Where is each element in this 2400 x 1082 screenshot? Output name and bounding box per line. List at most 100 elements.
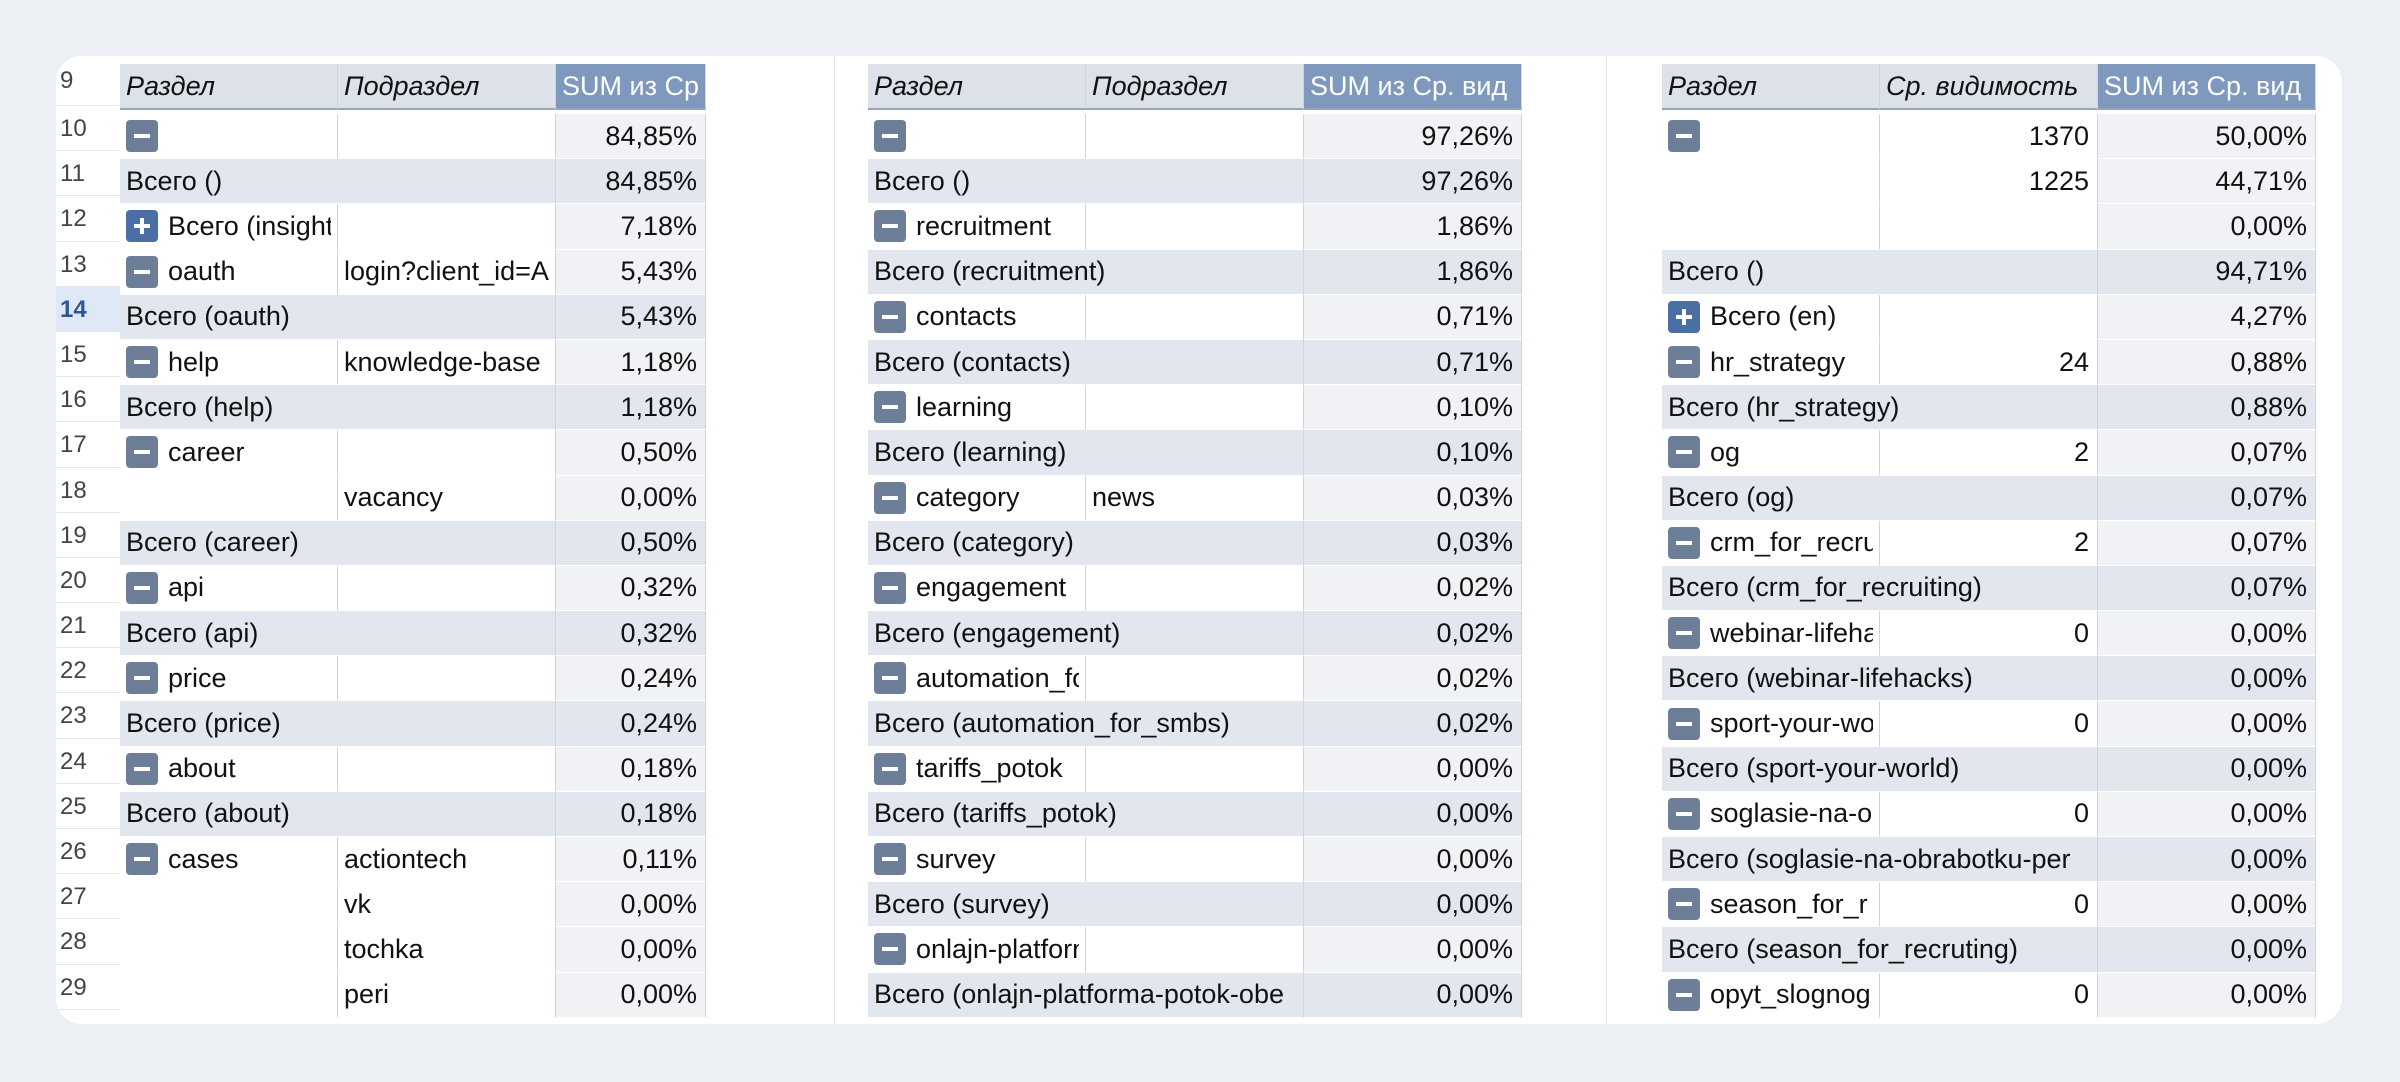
section-cell[interactable]: price [120, 656, 338, 702]
sum-cell[interactable]: 97,26% [1304, 114, 1522, 160]
collapse-icon[interactable] [126, 255, 158, 288]
expand-icon[interactable] [126, 210, 158, 243]
subsection-cell[interactable]: news [1086, 475, 1304, 521]
sum-cell[interactable]: 0,02% [1304, 611, 1522, 657]
collapse-icon[interactable] [1668, 436, 1700, 469]
section-cell[interactable]: Всего (og) [1662, 475, 1880, 521]
row-number[interactable]: 24 [56, 739, 120, 784]
sum-cell[interactable]: 0,32% [556, 611, 706, 657]
collapse-icon[interactable] [126, 120, 158, 153]
subsection-cell[interactable] [338, 611, 556, 657]
visibility-cell[interactable]: 2 [1880, 430, 2098, 476]
sum-cell[interactable]: 0,00% [2098, 882, 2316, 928]
collapse-icon[interactable] [126, 752, 158, 785]
row-number[interactable]: 20 [56, 558, 120, 604]
subsection-cell[interactable] [338, 656, 556, 702]
section-cell[interactable]: Всего (season_for_recruting) [1662, 927, 2018, 973]
collapse-icon[interactable] [1668, 797, 1700, 830]
sum-cell[interactable]: 50,00% [2098, 114, 2316, 160]
row-number[interactable]: 22 [56, 648, 120, 694]
expand-icon[interactable] [1668, 300, 1700, 333]
section-cell[interactable]: Всего () [1662, 249, 1880, 295]
sum-cell[interactable]: 0,11% [556, 837, 706, 883]
sum-cell[interactable]: 0,00% [2098, 927, 2316, 973]
collapse-icon[interactable] [874, 843, 906, 876]
section-cell[interactable]: sport-your-wo [1662, 701, 1880, 747]
sum-cell[interactable]: 0,00% [1304, 972, 1522, 1018]
sum-cell[interactable]: 0,71% [1304, 339, 1522, 386]
section-cell[interactable]: Всего () [868, 159, 1086, 205]
section-cell[interactable]: contacts [868, 294, 1086, 340]
subsection-cell[interactable] [338, 430, 556, 476]
section-cell[interactable]: engagement [868, 565, 1086, 612]
section-cell[interactable]: Всего (hr_strategy) [1662, 385, 1899, 431]
sum-cell[interactable]: 0,24% [556, 701, 706, 747]
section-cell[interactable]: opyt_slognog [1662, 972, 1880, 1018]
row-number[interactable]: 17 [56, 422, 120, 468]
section-cell[interactable]: oauth [120, 249, 338, 295]
collapse-icon[interactable] [874, 391, 906, 424]
header-sum[interactable]: SUM из Ср. вид [1304, 64, 1522, 110]
sum-cell[interactable]: 0,07% [2098, 430, 2316, 476]
visibility-cell[interactable] [1880, 249, 2098, 295]
header-section[interactable]: Раздел [120, 64, 338, 110]
sum-cell[interactable]: 1,86% [1304, 249, 1522, 295]
row-number[interactable]: 28 [56, 919, 120, 965]
subsection-cell[interactable] [338, 520, 556, 566]
subsection-cell[interactable] [1086, 701, 1304, 747]
visibility-cell[interactable] [1880, 656, 2098, 702]
row-number[interactable]: 11 [56, 151, 120, 197]
section-cell[interactable]: Всего (crm_for_recruiting) [1662, 565, 1982, 612]
sum-cell[interactable]: 0,88% [2098, 385, 2316, 431]
sum-cell[interactable]: 84,85% [556, 159, 706, 205]
section-cell[interactable]: Всего (contacts) [868, 339, 1086, 386]
sum-cell[interactable]: 0,71% [1304, 294, 1522, 340]
visibility-cell[interactable] [1880, 837, 2098, 883]
row-number[interactable]: 18 [56, 468, 120, 513]
subsection-cell[interactable] [1086, 927, 1304, 973]
section-cell[interactable]: soglasie-na-o [1662, 791, 1880, 837]
sum-cell[interactable]: 1,86% [1304, 204, 1522, 250]
sum-cell[interactable]: 0,32% [556, 565, 706, 612]
section-cell[interactable] [120, 927, 338, 973]
sum-cell[interactable]: 0,10% [1304, 385, 1522, 431]
section-cell[interactable]: onlajn-platforma-potok-obespe [868, 927, 1086, 973]
sum-cell[interactable]: 0,07% [2098, 520, 2316, 566]
sum-cell[interactable]: 0,50% [556, 520, 706, 566]
sum-cell[interactable]: 0,00% [556, 882, 706, 928]
collapse-icon[interactable] [1668, 617, 1700, 650]
subsection-cell[interactable] [1086, 249, 1304, 295]
section-cell[interactable]: Всего (automation_for_smbs) [868, 701, 1230, 747]
visibility-cell[interactable]: 0 [1880, 701, 2098, 747]
subsection-cell[interactable] [1086, 339, 1304, 386]
section-cell[interactable] [1662, 159, 1880, 205]
row-number[interactable]: 15 [56, 332, 120, 378]
collapse-icon[interactable] [126, 662, 158, 695]
section-cell[interactable]: Всего (about) [120, 791, 338, 837]
section-cell[interactable]: Всего (survey) [868, 882, 1086, 928]
collapse-icon[interactable] [126, 436, 158, 469]
subsection-cell[interactable] [338, 159, 556, 205]
sum-cell[interactable]: 0,00% [556, 972, 706, 1018]
row-number[interactable]: 9 [56, 56, 120, 106]
sum-cell[interactable]: 0,03% [1304, 475, 1522, 521]
visibility-cell[interactable]: 0 [1880, 791, 2098, 837]
subsection-cell[interactable] [1086, 746, 1304, 792]
visibility-cell[interactable] [1880, 475, 2098, 521]
row-number[interactable]: 26 [56, 829, 120, 875]
subsection-cell[interactable] [338, 294, 556, 340]
collapse-icon[interactable] [874, 571, 906, 604]
header-subsection[interactable]: Подраздел [338, 64, 556, 110]
row-number[interactable]: 25 [56, 784, 120, 829]
sum-cell[interactable]: 0,00% [2098, 746, 2316, 792]
subsection-cell[interactable]: vacancy [338, 475, 556, 521]
sum-cell[interactable]: 0,07% [2098, 565, 2316, 612]
section-cell[interactable]: Всего (tariffs_potok) [868, 791, 1117, 837]
sum-cell[interactable]: 0,00% [1304, 746, 1522, 792]
sum-cell[interactable]: 0,00% [1304, 791, 1522, 837]
subsection-cell[interactable]: actiontech [338, 837, 556, 883]
section-cell[interactable]: Всего (help) [120, 385, 338, 431]
sum-cell[interactable]: 0,02% [1304, 701, 1522, 747]
sum-cell[interactable]: 0,00% [556, 475, 706, 521]
section-cell[interactable]: category [868, 475, 1086, 521]
